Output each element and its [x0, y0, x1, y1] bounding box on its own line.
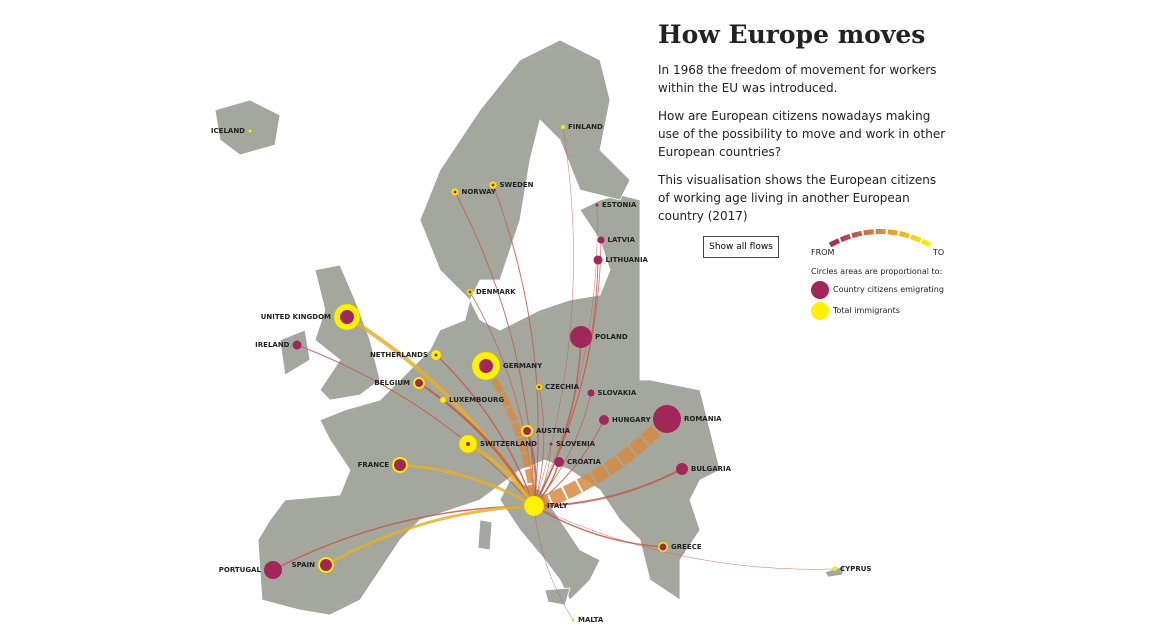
- flow: [533, 505, 574, 621]
- flow: [399, 463, 535, 508]
- paragraph: This visualisation shows the European ci…: [658, 173, 937, 223]
- emigrants-circle: [570, 326, 592, 348]
- emigrants-circle: [466, 442, 470, 446]
- country-label: LATVIA: [608, 236, 636, 244]
- flow: [533, 126, 574, 507]
- country-label: ROMANIA: [684, 415, 722, 423]
- country-label: UNITED KINGDOM: [261, 313, 331, 321]
- country-label: PORTUGAL: [219, 566, 262, 574]
- emigrants-circle: [595, 203, 599, 207]
- emigrants-circle: [593, 255, 603, 265]
- emigrants-circle: [523, 427, 531, 435]
- flow: [531, 414, 673, 513]
- emigrants-circle: [394, 459, 406, 471]
- emigrants-circle: [479, 359, 493, 373]
- legend-arc: [828, 229, 932, 248]
- emigrants-circle: [415, 379, 423, 387]
- country-label: IRELAND: [255, 341, 290, 349]
- country-label: DENMARK: [476, 288, 516, 296]
- legend-emigrating: [811, 281, 829, 299]
- immigrants-circle: [560, 124, 566, 130]
- emigrants-circle: [653, 405, 681, 433]
- immigrants-circle: [248, 129, 252, 133]
- paragraph: How are European citizens nowadays makin…: [658, 109, 946, 159]
- flow: [296, 344, 535, 507]
- flow: [533, 336, 582, 507]
- legend-immigrants: [811, 302, 829, 320]
- country-label: NORWAY: [462, 188, 497, 196]
- country-label: POLAND: [595, 333, 628, 341]
- legend-note: Circles areas are proportional to:: [811, 267, 943, 276]
- country-label: BELGIUM: [374, 379, 410, 387]
- emigrants-circle: [468, 290, 472, 294]
- country-label: ICELAND: [211, 127, 245, 135]
- panel: How Europe moves In 1968 the freedom of …: [658, 20, 948, 235]
- country-label: HUNGARY: [612, 416, 652, 424]
- country-label: MALTA: [578, 616, 604, 624]
- country-label: SLOVAKIA: [598, 389, 637, 397]
- emigrants-circle: [537, 385, 541, 389]
- flow: [533, 468, 683, 507]
- country-label: CROATIA: [567, 458, 602, 466]
- country-label: GERMANY: [503, 362, 543, 370]
- emigrants-circle: [292, 340, 302, 350]
- legend-from: FROM: [811, 248, 835, 257]
- emigrants-circle: [264, 561, 282, 579]
- emigrants-circle: [587, 389, 595, 397]
- country-label: CZECHIA: [545, 383, 580, 391]
- emigrants-circle: [320, 559, 332, 571]
- flow: [533, 505, 664, 548]
- emigrants-circle: [491, 183, 495, 187]
- country-label: LUXEMBOURG: [449, 396, 504, 404]
- legend-to: TO: [933, 248, 945, 257]
- legend-item: Country citizens emigrating: [833, 285, 944, 294]
- country-label: SWEDEN: [500, 181, 534, 189]
- country-label: FINLAND: [568, 123, 603, 131]
- land: [214, 39, 846, 616]
- immigrants-circle: [439, 396, 447, 404]
- immigrants-circle: [832, 566, 838, 572]
- legend-item: Total immigrants: [833, 306, 900, 315]
- emigrants-circle: [434, 353, 438, 357]
- country-label: ESTONIA: [602, 201, 637, 209]
- country-label: LITHUANIA: [606, 256, 649, 264]
- immigrants-circle: [571, 618, 575, 622]
- country-label: GREECE: [671, 543, 702, 551]
- flow: [325, 504, 535, 567]
- emigrants-circle: [599, 415, 609, 425]
- emigrants-circle: [340, 310, 354, 324]
- emigrants-circle: [659, 543, 667, 551]
- country-label: SLOVENIA: [556, 440, 596, 448]
- immigrants-circle: [523, 495, 545, 517]
- country-label: FRANCE: [358, 461, 390, 469]
- emigrants-circle: [676, 463, 688, 475]
- country-label: BULGARIA: [691, 465, 732, 473]
- country-label: SWITZERLAND: [480, 440, 537, 448]
- flow: [492, 184, 539, 507]
- flow: [454, 191, 535, 507]
- flow: [533, 505, 836, 570]
- title: How Europe moves: [658, 20, 926, 49]
- flow: [533, 386, 545, 507]
- flow: [435, 354, 535, 507]
- emigrants-circle: [549, 442, 553, 446]
- flow: [533, 204, 598, 507]
- country-label: ITALY: [547, 502, 569, 510]
- emigrants-circle: [453, 190, 457, 194]
- emigrants-circle: [597, 236, 605, 244]
- country-label: NETHERLANDS: [370, 351, 428, 359]
- show-all-button[interactable]: Show all flows: [703, 236, 779, 258]
- emigrants-circle: [554, 457, 564, 467]
- country-label: AUSTRIA: [536, 427, 571, 435]
- paragraph: In 1968 the freedom of movement for work…: [658, 63, 937, 95]
- country-label: CYPRUS: [840, 565, 871, 573]
- country-label: SPAIN: [292, 561, 316, 569]
- flow: [483, 364, 538, 507]
